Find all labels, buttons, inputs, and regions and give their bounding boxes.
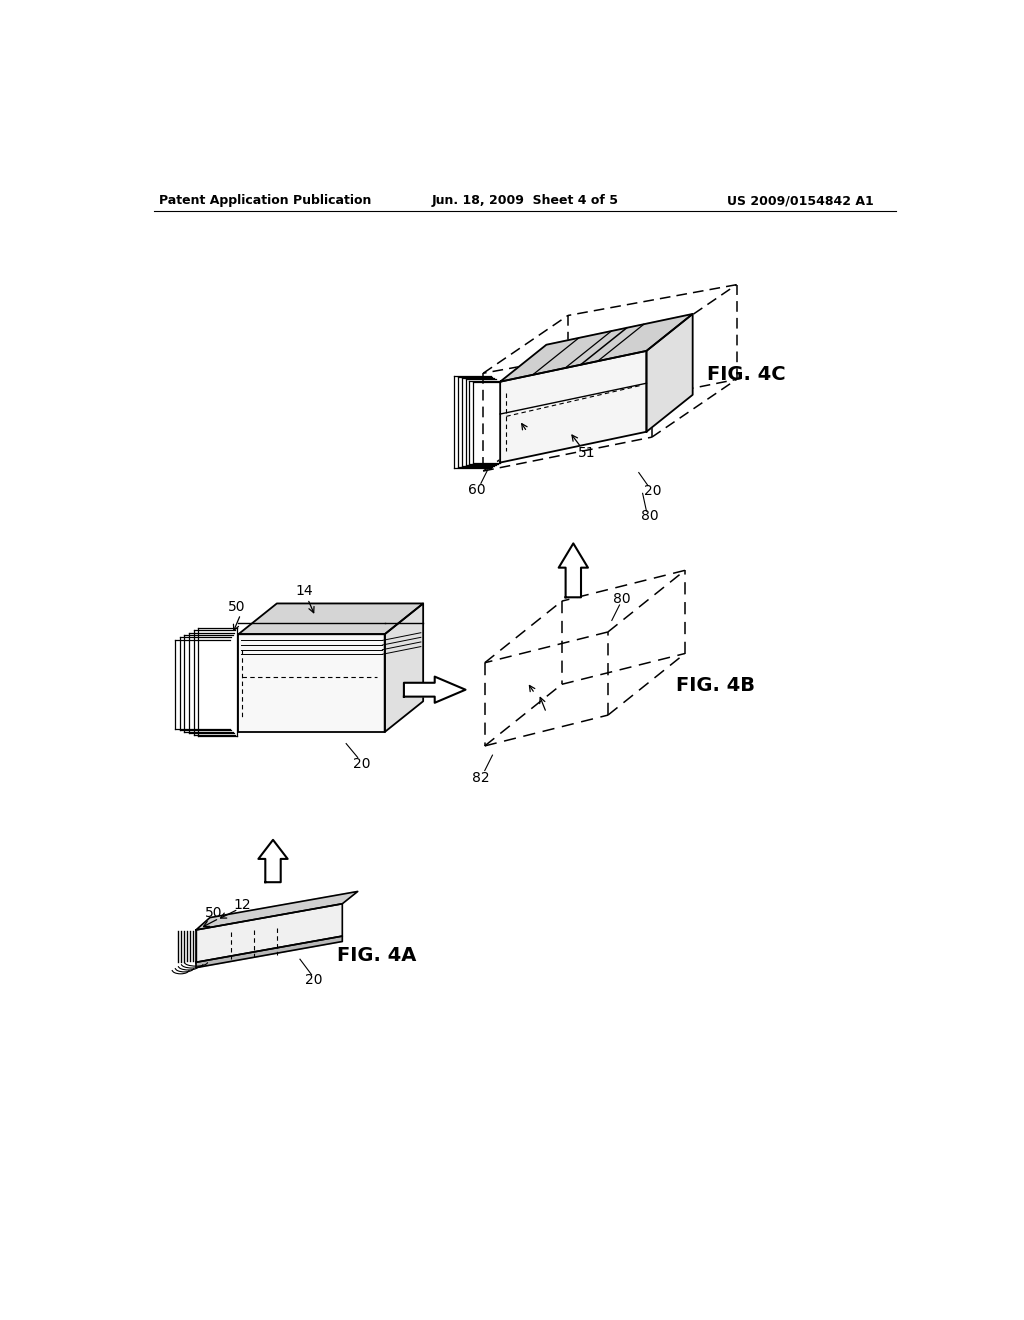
Text: 14: 14 xyxy=(295,585,312,598)
Polygon shape xyxy=(559,544,588,598)
Text: FIG. 4C: FIG. 4C xyxy=(708,364,785,384)
Polygon shape xyxy=(258,840,288,882)
Text: 20: 20 xyxy=(644,484,662,498)
Text: 80: 80 xyxy=(613,591,631,606)
Text: 82: 82 xyxy=(472,771,489,785)
Text: FIG. 4A: FIG. 4A xyxy=(337,946,417,965)
Polygon shape xyxy=(239,603,423,635)
Polygon shape xyxy=(500,351,646,462)
Polygon shape xyxy=(646,314,692,432)
Polygon shape xyxy=(196,904,342,962)
Text: 50: 50 xyxy=(205,906,222,920)
Text: Patent Application Publication: Patent Application Publication xyxy=(159,194,372,207)
Text: 60: 60 xyxy=(468,483,485,496)
Polygon shape xyxy=(196,936,342,968)
Polygon shape xyxy=(196,891,357,929)
Text: US 2009/0154842 A1: US 2009/0154842 A1 xyxy=(727,194,873,207)
Text: 20: 20 xyxy=(305,973,323,987)
Polygon shape xyxy=(239,635,385,733)
Polygon shape xyxy=(403,677,466,702)
Text: Jun. 18, 2009  Sheet 4 of 5: Jun. 18, 2009 Sheet 4 of 5 xyxy=(431,194,618,207)
Text: FIG. 4B: FIG. 4B xyxy=(676,676,756,696)
Text: 51: 51 xyxy=(578,446,595,459)
Text: 80: 80 xyxy=(641,510,658,524)
Polygon shape xyxy=(385,603,423,733)
Text: 50: 50 xyxy=(228,599,246,614)
Polygon shape xyxy=(500,314,692,381)
Text: 12: 12 xyxy=(233,898,251,912)
Text: 20: 20 xyxy=(353,756,371,771)
